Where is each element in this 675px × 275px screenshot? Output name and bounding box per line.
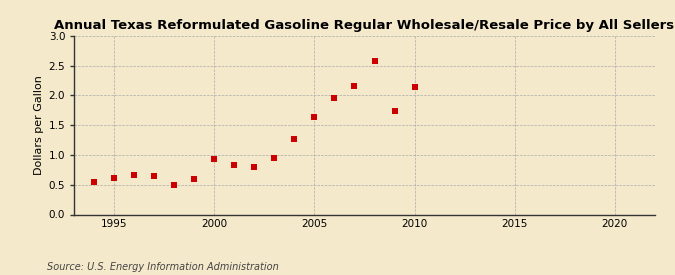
Point (309, 115, 320, 119)
Point (389, 109, 400, 114)
Point (369, 59, 380, 63)
Point (249, 165, 260, 170)
Point (269, 156, 280, 160)
Y-axis label: Dollars per Gallon: Dollars per Gallon (34, 75, 45, 175)
Point (109, 175, 119, 180)
Point (329, 96, 340, 101)
Point (229, 163, 240, 167)
Point (409, 85, 420, 89)
Title: Annual Texas Reformulated Gasoline Regular Wholesale/Resale Price by All Sellers: Annual Texas Reformulated Gasoline Regul… (55, 19, 674, 32)
Text: Source: U.S. Energy Information Administration: Source: U.S. Energy Information Administ… (47, 262, 279, 272)
Point (209, 157, 220, 161)
Point (149, 174, 160, 178)
Point (189, 177, 200, 181)
Point (129, 172, 140, 177)
Point (169, 183, 180, 188)
Point (349, 84, 360, 89)
Point (289, 137, 300, 142)
Point (89, 180, 100, 184)
